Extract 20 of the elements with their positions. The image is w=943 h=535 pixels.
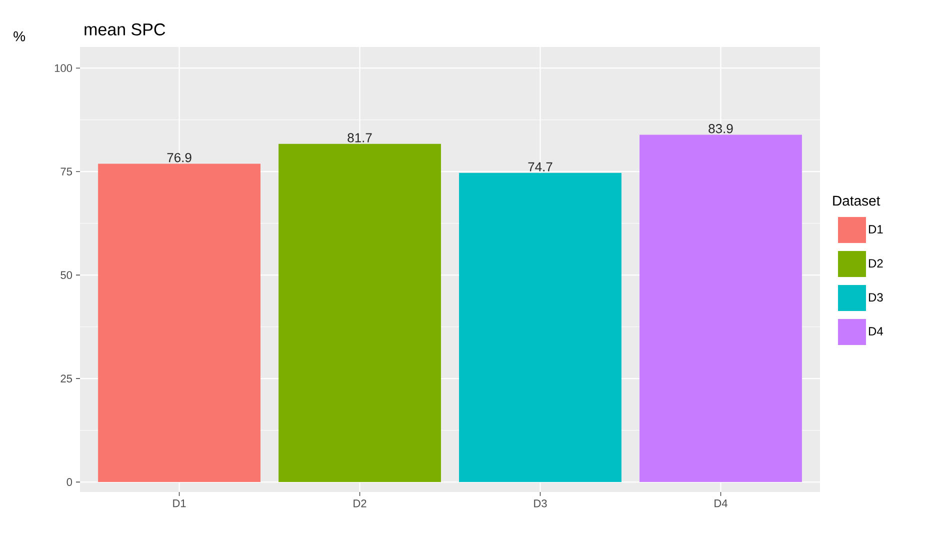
x-tick-label: D1 — [173, 500, 186, 508]
x-tick-label: D3 — [534, 500, 547, 508]
data-label: 83.9 — [708, 124, 733, 134]
legend-label: D1 — [868, 225, 883, 234]
y-axis-title: % — [14, 31, 26, 42]
legend-label: D4 — [868, 327, 883, 336]
y-tick-label: 25 — [60, 374, 72, 382]
y-tick-label: 100 — [54, 64, 72, 72]
x-tick-label: D2 — [354, 500, 366, 508]
chart-title: mean SPC — [84, 23, 166, 36]
legend-label: D3 — [868, 293, 883, 302]
y-tick-label: 75 — [60, 168, 72, 176]
legend-title: Dataset — [833, 196, 880, 206]
x-tick-label: D4 — [714, 500, 728, 508]
y-tick-label: 50 — [60, 271, 72, 279]
y-tick-label: 0 — [66, 478, 72, 486]
data-label: 81.7 — [348, 133, 372, 142]
data-label: 76.9 — [167, 152, 192, 162]
legend-label: D2 — [868, 259, 883, 268]
data-label: 74.7 — [528, 162, 552, 172]
